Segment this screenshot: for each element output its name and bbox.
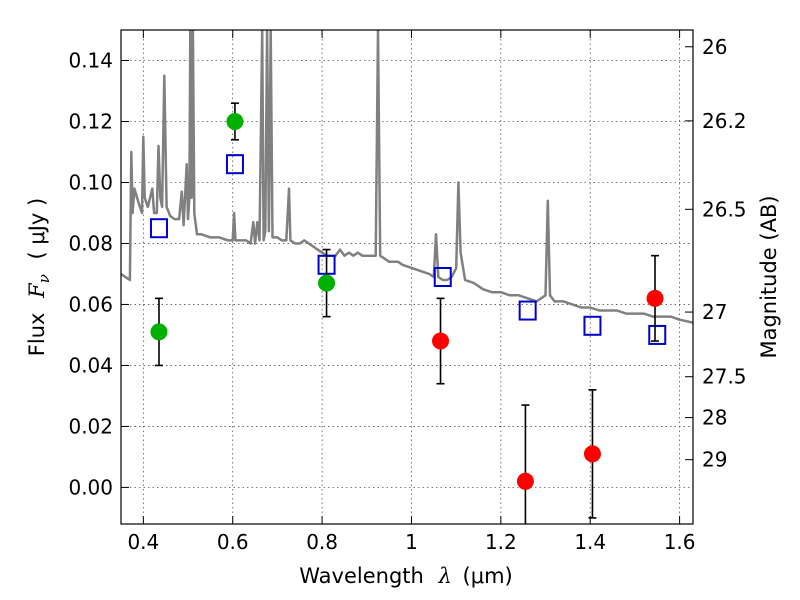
- y2-axis-label: Magnitude (AB): [757, 195, 781, 358]
- y2-tick-label: 26.5: [702, 197, 747, 221]
- y-tick-label: 0.06: [68, 292, 113, 316]
- y2-tick-label: 28: [702, 406, 727, 430]
- y2-tick-label: 29: [702, 448, 727, 472]
- y-tick-label: 0.10: [68, 170, 113, 194]
- observed-point: [432, 332, 450, 350]
- x-tick-label: 0.6: [217, 530, 249, 554]
- observed-point: [226, 112, 244, 130]
- observed-point: [318, 274, 336, 292]
- y2-tick-label: 27: [702, 300, 727, 324]
- observed-point: [516, 472, 534, 490]
- y2-tick-label: 26: [702, 35, 727, 59]
- x-tick-label: 1.6: [664, 530, 696, 554]
- x-tick-label: 1.4: [574, 530, 606, 554]
- model-photometry-point: [225, 154, 244, 175]
- model-photometry-point: [648, 324, 667, 345]
- model-spectrum-line: [121, 30, 693, 324]
- y-tick-label: 0.14: [68, 48, 113, 72]
- model-photometry-point: [433, 267, 452, 287]
- x-tick-label: 1.2: [485, 530, 517, 554]
- x-tick-label: 1: [405, 530, 418, 554]
- model-photometry-point: [518, 300, 537, 321]
- x-tick-label: 0.8: [306, 530, 338, 554]
- model-photometry-point: [149, 218, 168, 239]
- y2-tick-label: 27.5: [702, 365, 747, 389]
- plot-area: [121, 30, 693, 524]
- observed-point: [150, 323, 168, 341]
- x-axis-label: Wavelength λ (μm): [299, 564, 512, 588]
- plot-frame: [120, 29, 694, 525]
- y-tick-label: 0.12: [68, 109, 113, 133]
- y-tick-label: 0.00: [68, 475, 113, 499]
- grid: [121, 30, 693, 524]
- model-photometry-point: [583, 315, 602, 336]
- observed-point: [646, 289, 664, 307]
- y2-tick-label: 26.2: [702, 109, 747, 133]
- y-tick-label: 0.04: [68, 353, 113, 377]
- y-tick-label: 0.02: [68, 414, 113, 438]
- y-axis-label: Flux Fν ( μJy ): [25, 198, 54, 356]
- axes: 0.4 0.6 0.8 1 1.2 1.4 1.6 0.00 0.02 0.04 0.06 0.08 0…: [68, 30, 747, 554]
- x-tick-label: 0.4: [127, 530, 159, 554]
- y-tick-label: 0.08: [68, 231, 113, 255]
- observed-point: [583, 445, 601, 463]
